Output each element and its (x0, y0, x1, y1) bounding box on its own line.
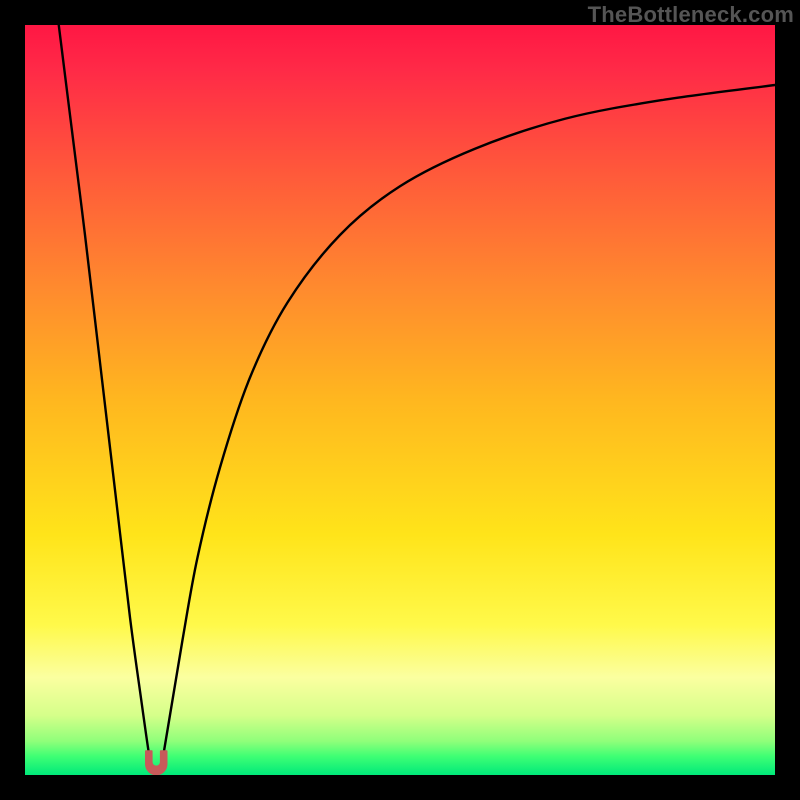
chart-frame: TheBottleneck.com (0, 0, 800, 800)
chart-background (25, 25, 775, 775)
watermark-text: TheBottleneck.com (588, 2, 794, 28)
plot-area (25, 25, 775, 775)
chart-svg (25, 25, 775, 775)
